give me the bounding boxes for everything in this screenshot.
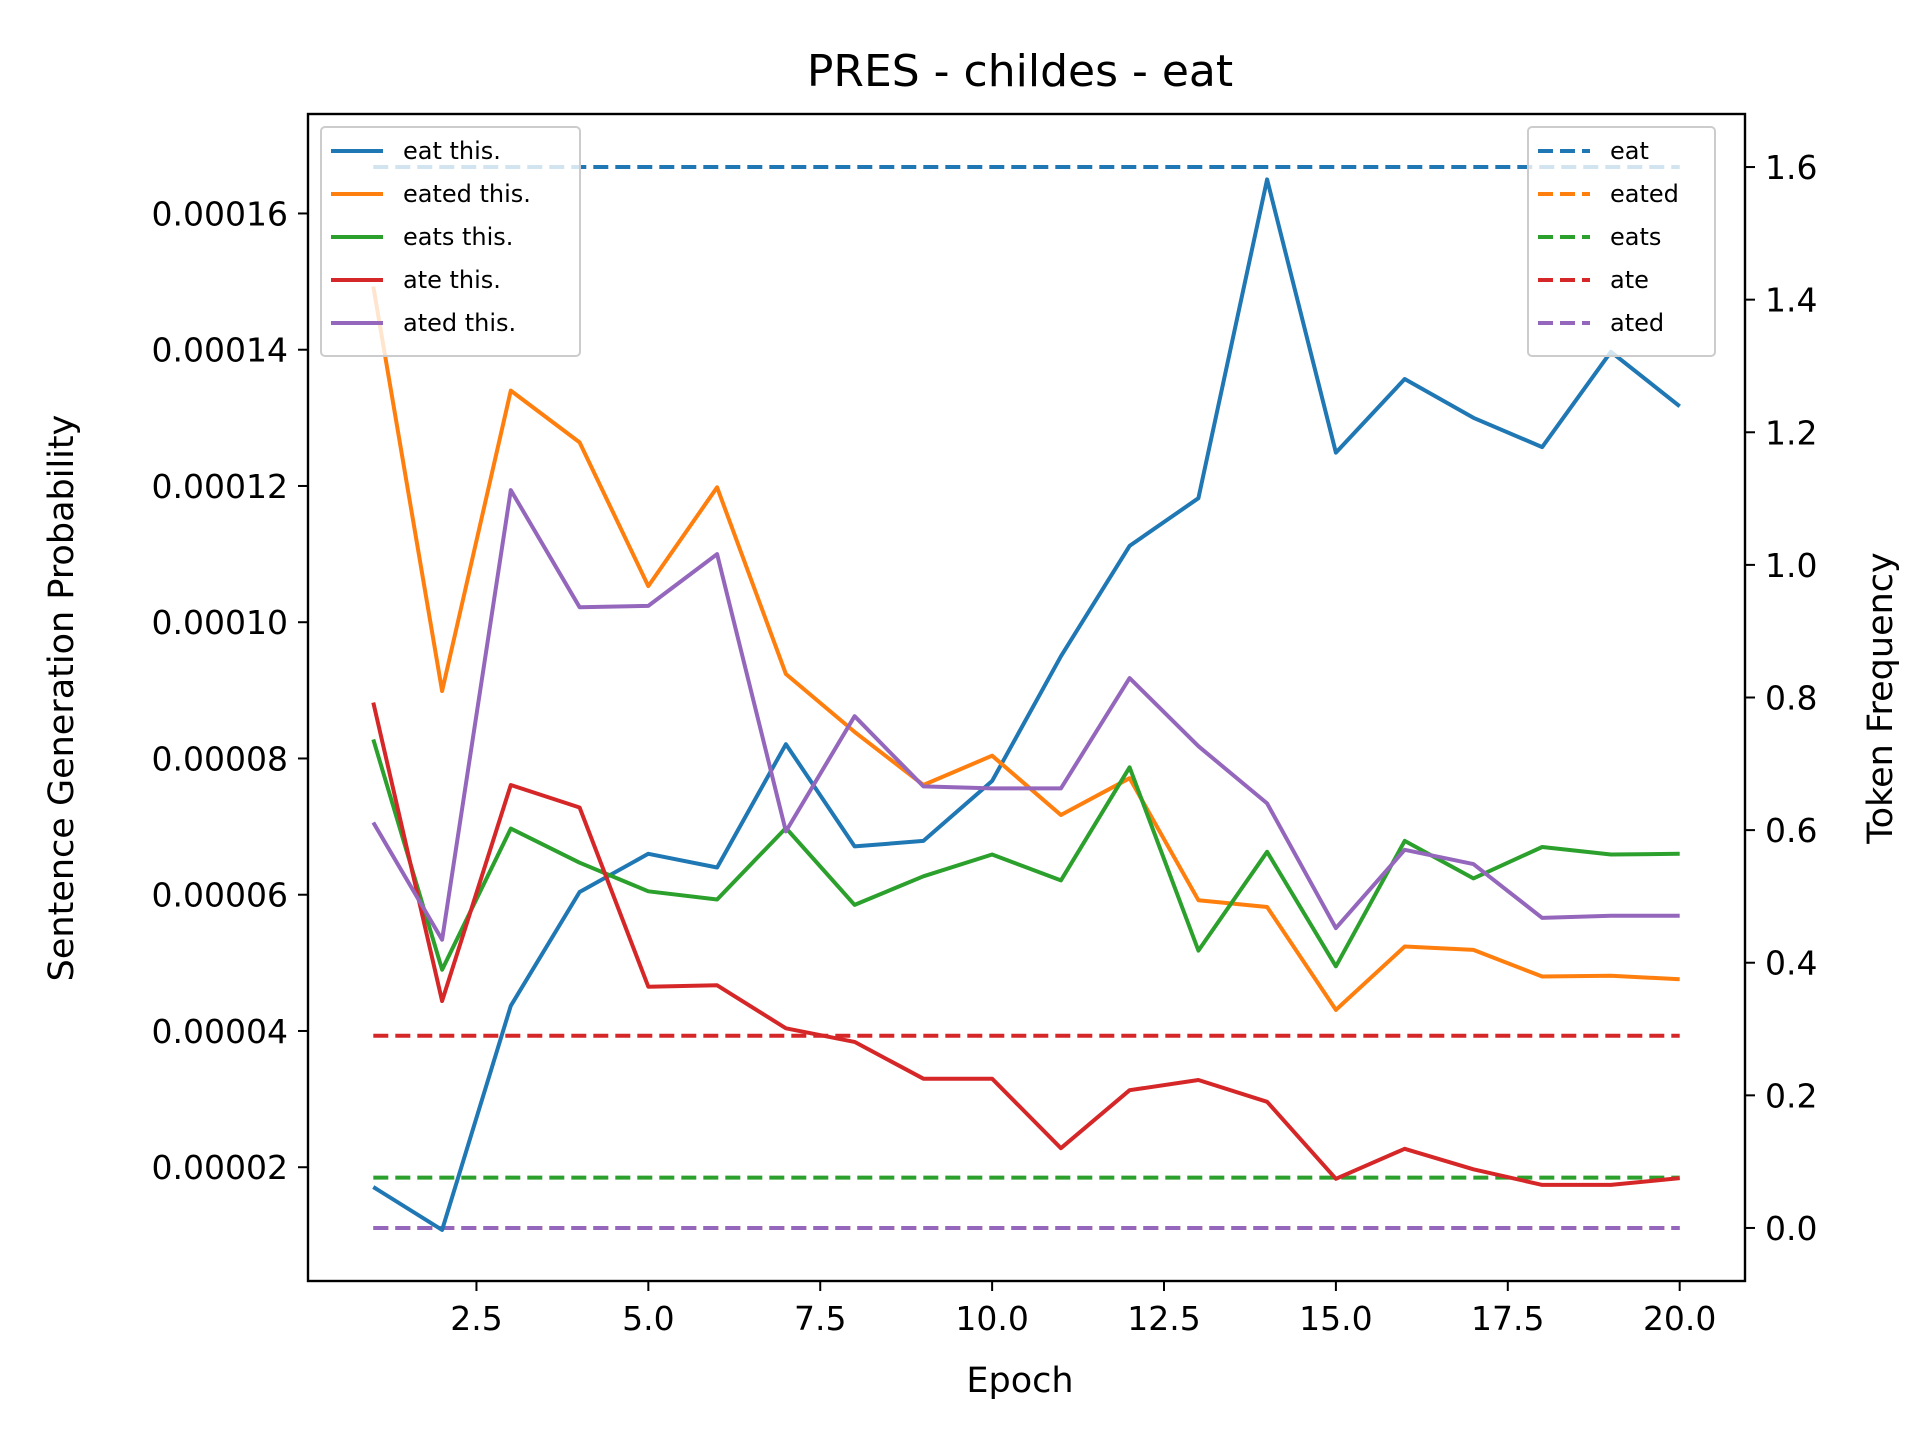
- legend-box: [320, 126, 581, 357]
- y2-tick-label: 1.4: [1765, 281, 1817, 320]
- series-line-ate-this: [371, 702, 1680, 1187]
- chart-title: PRES - childes - eat: [807, 46, 1233, 97]
- plot-area: [371, 165, 1681, 1232]
- legend-left: eat this. eated this. eats this. ate this. a…: [320, 126, 581, 357]
- y2-tick-label: 1.0: [1765, 546, 1817, 585]
- legend-label: eated this.: [403, 180, 531, 208]
- legend-box: [1527, 126, 1716, 357]
- y2-tick-label: 0.8: [1765, 679, 1817, 718]
- y-tick-label: 0.00008: [152, 739, 288, 778]
- y2-tick-label: 0.4: [1765, 944, 1817, 983]
- legend-label: ate: [1610, 266, 1649, 294]
- series-line-ated-this: [371, 488, 1680, 942]
- y-tick-label: 0.00004: [152, 1012, 288, 1051]
- y-tick-label: 0.00010: [152, 603, 288, 642]
- y2-tick-label: 0.2: [1765, 1076, 1817, 1115]
- x-tick-label: 12.5: [1127, 1299, 1200, 1338]
- x-tick-label: 17.5: [1471, 1299, 1544, 1338]
- series-line-eat-this: [372, 177, 1681, 1232]
- y2-tick-label: 0.6: [1765, 811, 1817, 850]
- legend-label: eated: [1610, 180, 1679, 208]
- y-tick-label: 0.00012: [152, 467, 288, 506]
- legend-label: eats: [1610, 223, 1661, 251]
- x-axis-label: Epoch: [966, 1361, 1073, 1401]
- x-tick-label: 10.0: [955, 1299, 1028, 1338]
- legend-label: eat: [1610, 137, 1649, 165]
- x-tick-label: 20.0: [1643, 1299, 1716, 1338]
- legend-right: eat eated eats ate ated: [1527, 126, 1716, 357]
- series-line-eats-this: [371, 738, 1680, 972]
- x-tick-label: 7.5: [794, 1299, 846, 1338]
- legend-label: ated this.: [403, 309, 516, 337]
- legend-label: eat this.: [403, 137, 501, 165]
- y-tick-label: 0.00006: [152, 876, 288, 915]
- series-line-eated-this: [371, 286, 1680, 1012]
- legend-label: eats this.: [403, 223, 513, 251]
- x-tick-label: 2.5: [450, 1299, 502, 1338]
- y-tick-label: 0.00016: [152, 194, 288, 233]
- legend-label: ated: [1610, 309, 1664, 337]
- y2-tick-label: 1.6: [1765, 148, 1817, 187]
- legend-label: ate this.: [403, 266, 501, 294]
- y2-axis-label: Token Frequency: [1861, 552, 1901, 845]
- axes: 2.5 5.0 7.5 10.0 12.5 15.0 17.5 20.00.000020.00…: [152, 112, 1817, 1338]
- y-tick-label: 0.00002: [152, 1148, 288, 1187]
- x-tick-label: 5.0: [622, 1299, 674, 1338]
- y-axis-label: Sentence Generation Probability: [42, 415, 82, 982]
- y2-tick-label: 1.2: [1765, 413, 1817, 452]
- y2-tick-label: 0.0: [1765, 1209, 1817, 1248]
- x-tick-label: 15.0: [1299, 1299, 1372, 1338]
- y-tick-label: 0.00014: [152, 331, 288, 370]
